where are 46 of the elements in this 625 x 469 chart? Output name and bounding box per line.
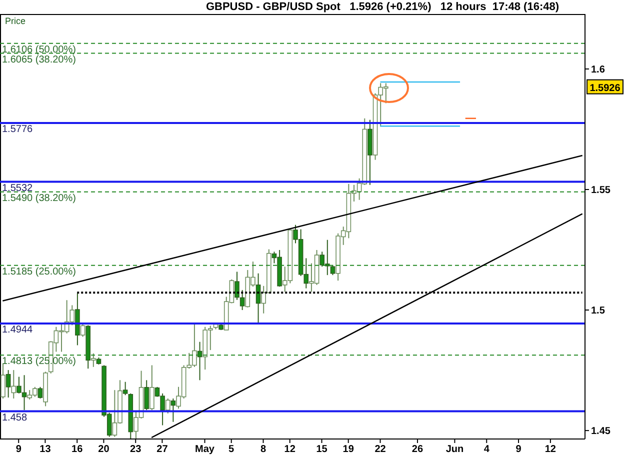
ref-line-label: 1.6106 (50.00%)	[2, 44, 76, 56]
x-tick-label: 4	[484, 444, 490, 456]
x-tick-label: 12	[544, 444, 556, 456]
annotation: 1.5926	[590, 82, 621, 94]
x-tick-label: Jun	[446, 444, 464, 456]
y-tick-label: 1.6	[591, 64, 606, 76]
candlestick	[80, 322, 86, 338]
candlestick	[170, 398, 176, 422]
x-tick-label: 26	[412, 444, 424, 456]
y-axis-title: Price	[5, 16, 26, 26]
candlestick	[234, 271, 240, 300]
x-tick-label: 5	[228, 444, 235, 456]
ref-line-label: 1.5532	[2, 182, 34, 194]
y-tick-label: 1.5	[591, 306, 606, 317]
candlestick	[11, 370, 16, 399]
chart-title: GBPUSD - GBP/USD Spot 1.5926 (+0.21%) 12 hours 17:48 (16:48)	[204, 0, 560, 14]
x-tick-label: 23	[130, 444, 142, 456]
x-tick-label: 16	[72, 444, 84, 456]
x-tick-label: 9	[16, 444, 22, 456]
candlestick	[165, 398, 170, 414]
candlestick	[144, 380, 149, 411]
x-tick-label: May	[195, 444, 215, 456]
candlestick	[261, 285, 266, 314]
x-tick-label: 12	[284, 444, 296, 456]
ref-line-label: 1.458	[2, 412, 28, 424]
x-tick-label: 15	[316, 444, 328, 456]
x-tick-label: 13	[40, 444, 52, 456]
x-tick-label: 27	[156, 444, 168, 456]
x-tick-label: 8	[260, 444, 266, 456]
x-tick-label: 20	[98, 444, 110, 456]
ref-line-label: 1.5490 (38.20%)	[2, 193, 76, 204]
candlestick	[6, 370, 11, 398]
x-tick-label: 19	[342, 444, 354, 456]
candlestick	[91, 352, 96, 368]
ref-line-label: 1.4944	[2, 324, 34, 336]
candlestick	[38, 386, 43, 399]
x-tick-label: 22	[374, 444, 386, 456]
candlestick	[150, 364, 154, 411]
x-tick-label: 9	[516, 444, 522, 456]
candlestick	[240, 290, 245, 311]
ref-line-label: 1.6065 (38.20%)	[2, 54, 76, 66]
ref-line-label: 1.5776	[2, 124, 34, 136]
candlestick	[122, 381, 128, 396]
y-tick-label: 1.45	[591, 426, 611, 438]
y-tick-label: 1.55	[591, 185, 611, 196]
ref-line-label: 1.5185 (25.00%)	[2, 266, 76, 278]
